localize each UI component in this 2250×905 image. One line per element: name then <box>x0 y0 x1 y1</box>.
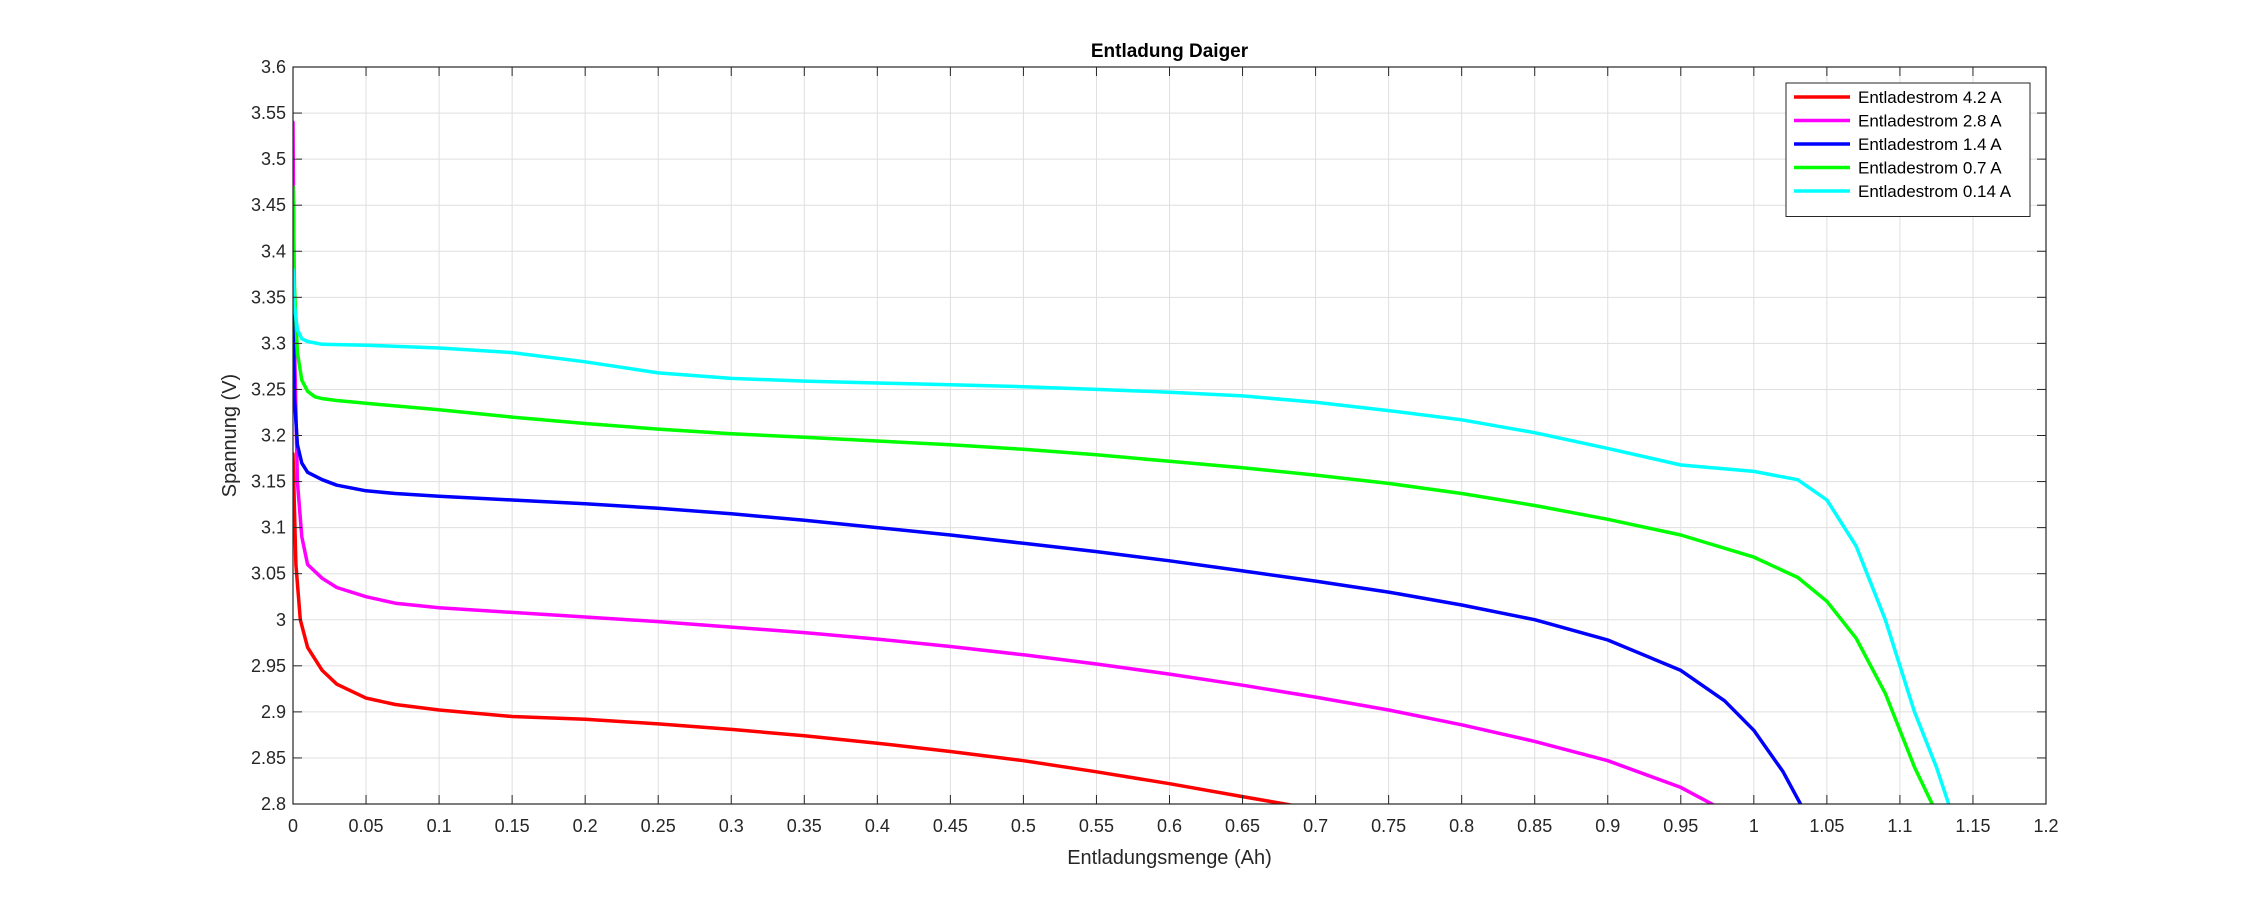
legend-entry: Entladestrom 1.4 A <box>1858 135 2002 154</box>
y-tick-label: 3 <box>276 610 286 630</box>
legend-entry: Entladestrom 0.7 A <box>1858 159 2002 178</box>
y-tick-label: 3.15 <box>251 472 286 492</box>
y-tick-label: 3.1 <box>261 518 286 538</box>
y-tick-label: 2.95 <box>251 656 286 676</box>
legend-entry: Entladestrom 0.14 A <box>1858 182 2012 201</box>
chart-title: Entladung Daiger <box>1091 41 1249 62</box>
x-tick-label: 1.1 <box>1887 816 1912 836</box>
x-tick-label: 0.5 <box>1011 816 1036 836</box>
x-axis-label: Entladungsmenge (Ah) <box>1067 847 1272 869</box>
y-tick-label: 2.9 <box>261 702 286 722</box>
x-tick-label: 1.05 <box>1809 816 1844 836</box>
x-tick-label: 0.35 <box>787 816 822 836</box>
y-axis-label: Spannung (V) <box>219 374 241 497</box>
x-tick-label: 0 <box>288 816 298 836</box>
series-layer <box>293 120 1951 804</box>
y-tick-label: 3.05 <box>251 564 286 584</box>
x-tick-label: 1.15 <box>1955 816 1990 836</box>
x-tick-label: 0.7 <box>1303 816 1328 836</box>
x-tick-label: 0.15 <box>495 816 530 836</box>
y-tick-label: 3.4 <box>261 241 286 261</box>
legend-box <box>1785 82 2031 217</box>
x-tick-label: 0.85 <box>1517 816 1552 836</box>
axis-ticks: 0 0.05 0.1 0.15 0.2 0.25 0.3 0.35 0.4 0.45 0.5 0.55… <box>251 57 2059 836</box>
x-tick-label: 0.2 <box>573 816 598 836</box>
y-tick-label: 3.6 <box>261 57 286 77</box>
series-line-4 <box>293 267 1951 804</box>
legend-entry: Entladestrom 2.8 A <box>1858 112 2002 131</box>
x-tick-label: 0.1 <box>427 816 452 836</box>
y-tick-label: 3.55 <box>251 103 286 123</box>
grid-lines <box>292 66 2047 805</box>
x-tick-label: 1 <box>1749 816 1759 836</box>
y-tick-label: 3.45 <box>251 195 286 215</box>
legend-entry: Entladestrom 4.2 A <box>1858 88 2002 107</box>
x-tick-label: 0.3 <box>719 816 744 836</box>
x-tick-label: 1.2 <box>2033 816 2058 836</box>
x-tick-label: 0.4 <box>865 816 890 836</box>
series-line-0 <box>293 452 1296 804</box>
y-tick-label: 3.35 <box>251 287 286 307</box>
x-tick-label: 0.8 <box>1449 816 1474 836</box>
x-tick-label: 0.6 <box>1157 816 1182 836</box>
x-tick-label: 0.45 <box>933 816 968 836</box>
y-tick-label: 3.25 <box>251 379 286 399</box>
y-tick-label: 2.8 <box>261 794 286 814</box>
x-tick-label: 0.05 <box>349 816 384 836</box>
series-line-3 <box>293 185 1935 804</box>
x-tick-label: 0.9 <box>1595 816 1620 836</box>
y-tick-label: 3.2 <box>261 426 286 446</box>
x-tick-label: 0.65 <box>1225 816 1260 836</box>
x-tick-label: 0.95 <box>1663 816 1698 836</box>
y-tick-label: 2.85 <box>251 748 286 768</box>
series-line-2 <box>293 313 1803 804</box>
y-tick-label: 3.3 <box>261 333 286 353</box>
x-tick-label: 0.25 <box>641 816 676 836</box>
x-tick-label: 0.55 <box>1079 816 1114 836</box>
legend: Entladestrom 4.2 A Entladestrom 2.8 A Entl… <box>1785 82 2031 217</box>
y-tick-label: 3.5 <box>261 149 286 169</box>
series-line-1 <box>293 120 1716 804</box>
x-tick-label: 0.75 <box>1371 816 1406 836</box>
